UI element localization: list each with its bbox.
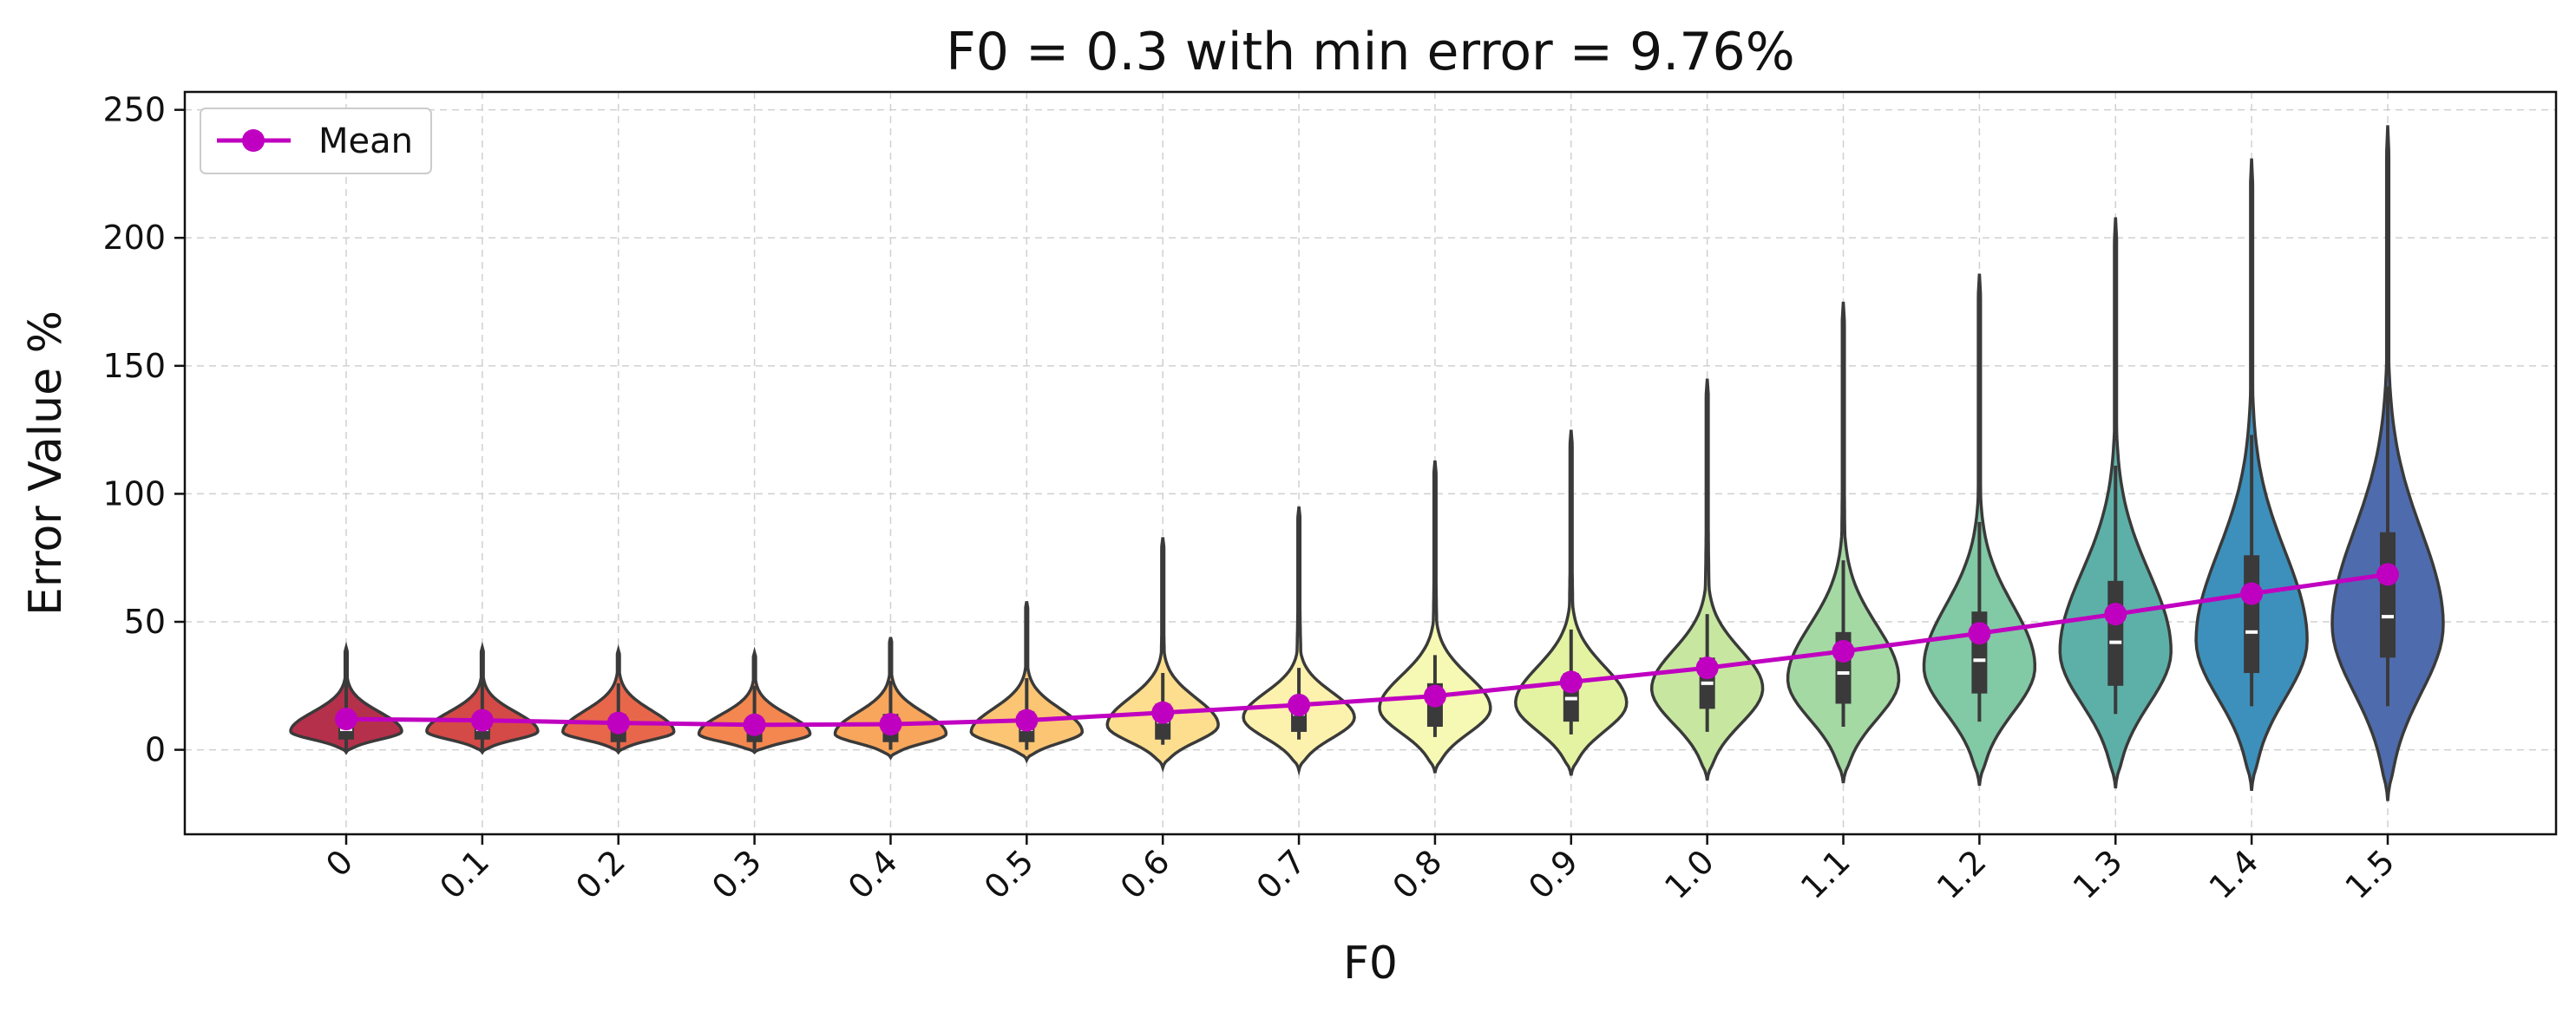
mean-point: [1015, 709, 1039, 732]
mean-point: [470, 709, 494, 732]
mean-point: [1968, 622, 1991, 645]
mean-point: [1151, 701, 1175, 724]
mean-point: [335, 708, 357, 731]
x-tick-label: 1.2: [1930, 842, 1994, 906]
y-tick-label: 250: [102, 91, 166, 129]
x-tick-label: 0.7: [1249, 842, 1314, 906]
x-axis-label: F0: [1343, 937, 1398, 990]
y-tick-label: 100: [102, 474, 166, 513]
y-tick-label: 50: [124, 603, 166, 641]
mean-point: [606, 711, 630, 735]
violin-layer: [289, 125, 2445, 801]
mean-layer: [335, 563, 2399, 736]
mean-point: [1695, 656, 1719, 680]
mean-point: [1559, 670, 1583, 694]
violin-0.9: [1514, 429, 1629, 776]
mean-point: [879, 713, 902, 736]
x-tick-label: 0.9: [1521, 842, 1585, 906]
mean-point: [2240, 582, 2264, 605]
tick-layer: 0 50 100 150 200 250 0 0.1 0.2 0.3 0.4 0.5 0.6 0.7 0.8…: [102, 91, 2402, 906]
x-tick-label: 0.5: [977, 842, 1041, 906]
x-tick-label: 1.5: [2338, 842, 2402, 906]
mean-point: [743, 713, 766, 736]
x-tick-label: 1.4: [2202, 842, 2266, 906]
x-tick-label: 1.0: [1657, 842, 1721, 906]
mean-point: [1288, 693, 1311, 716]
x-tick-label: 1.3: [2066, 842, 2130, 906]
violin-iqr-box: [2244, 555, 2260, 674]
x-tick-label: 0.1: [432, 842, 496, 906]
legend: Mean: [200, 108, 432, 174]
plot-frame: [183, 90, 2558, 836]
legend-entry-mean: Mean: [318, 121, 413, 161]
y-tick-label: 150: [102, 347, 166, 385]
x-tick-label: 0.4: [841, 842, 905, 906]
y-axis-label: Error Value %: [20, 310, 72, 616]
legend-mean-marker: [242, 129, 265, 152]
x-tick-label: 0.2: [568, 842, 633, 906]
chart-title: F0 = 0.3 with min error = 9.76%: [946, 22, 1794, 82]
mean-point: [2376, 563, 2399, 586]
violin-iqr-box: [2107, 580, 2124, 686]
x-tick-label: 0.3: [705, 842, 769, 906]
y-tick-label: 200: [102, 219, 166, 257]
y-tick-label: 0: [145, 731, 166, 769]
mean-point: [1832, 639, 1855, 663]
mean-point: [2104, 603, 2127, 626]
violin-iqr-box: [2380, 532, 2396, 658]
x-tick-label: 0.6: [1113, 842, 1177, 906]
x-tick-label: 0.8: [1385, 842, 1449, 906]
mean-line: [345, 572, 2389, 728]
legend-box: [200, 108, 432, 174]
violin-1.0: [1649, 378, 1765, 781]
x-tick-label: 1.1: [1793, 842, 1858, 906]
mean-point: [1423, 684, 1446, 708]
x-tick-label: 0: [318, 842, 360, 884]
violin-1.1: [1786, 301, 1901, 784]
